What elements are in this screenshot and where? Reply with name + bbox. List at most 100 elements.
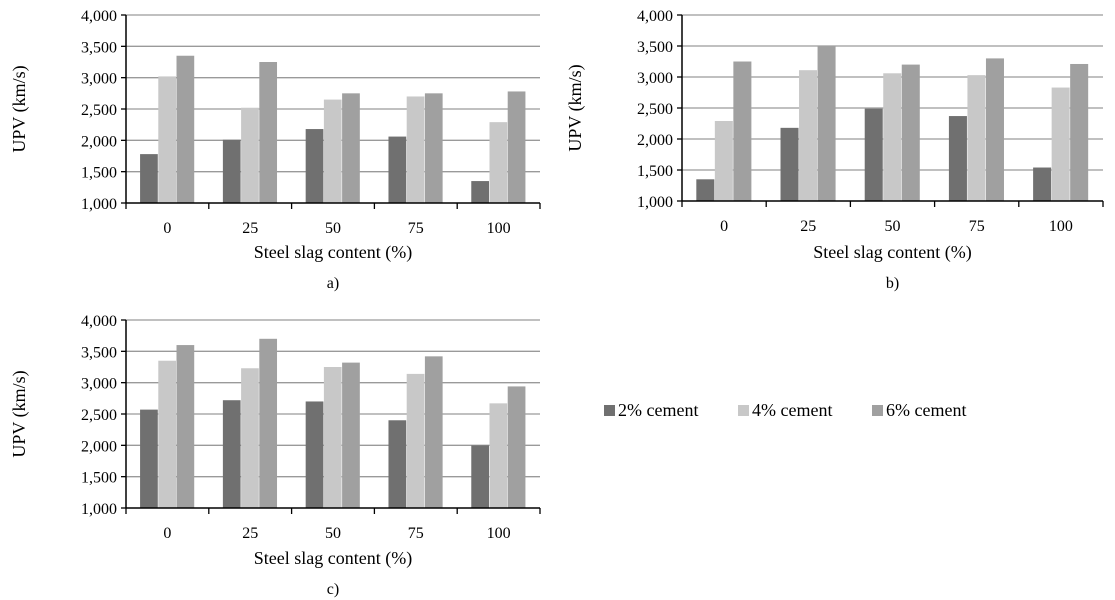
bar-2-cement-50 (305, 129, 324, 203)
y-tick-label: 3,000 (81, 71, 117, 88)
x-axis-title: Steel slag content (%) (813, 242, 971, 263)
bar-2-cement-100 (471, 445, 489, 508)
y-tick-label: 2,500 (81, 407, 117, 424)
bar-4-cement-25 (799, 70, 818, 202)
panel-label: b) (886, 275, 899, 292)
bar-2-cement-75 (948, 116, 967, 201)
y-tick-label: 1,500 (81, 165, 117, 182)
x-tick-label: 100 (487, 220, 511, 237)
bar-2-cement-0 (140, 409, 158, 508)
bar-4-cement-50 (883, 73, 902, 201)
y-tick-label: 1,000 (81, 501, 117, 518)
bar-6-cement-0 (176, 345, 195, 508)
x-tick-label: 50 (325, 220, 341, 237)
bar-4-cement-0 (714, 121, 733, 201)
y-axis-title: UPV (km/s) (565, 64, 586, 151)
bar-2-cement-25 (780, 127, 799, 201)
y-tick-label: 3,500 (81, 39, 117, 56)
legend-swatch (604, 405, 615, 416)
panel-label: a) (327, 275, 339, 292)
y-tick-label: 3,500 (81, 344, 117, 361)
bar-4-cement-0 (158, 360, 177, 508)
x-tick-label: 75 (408, 220, 424, 237)
y-tick-label: 2,000 (81, 438, 117, 455)
x-tick-label: 100 (1049, 218, 1073, 235)
chart-panel-c: 1,000 1,500 2,000 2,500 3,000 3,500 4,000 0 25 50… (9, 313, 541, 598)
bar-6-cement-0 (733, 61, 752, 201)
x-tick-label: 75 (408, 525, 424, 542)
bar-2-cement-25 (222, 139, 241, 203)
legend-swatch (872, 405, 883, 416)
x-axis-title: Steel slag content (%) (254, 548, 412, 569)
legend-item: 4% cement (738, 400, 832, 420)
x-tick-label: 75 (969, 218, 985, 235)
bar-4-cement-25 (241, 368, 259, 508)
bar-6-cement-0 (176, 55, 195, 203)
bar-6-cement-25 (259, 62, 278, 203)
y-tick-label: 1,000 (637, 194, 673, 211)
y-tick-label: 1,500 (637, 163, 673, 180)
chart-panel-a: 1,000 1,500 2,000 2,500 3,000 3,500 4,000 0 25 50… (9, 8, 541, 292)
legend-swatch (738, 405, 749, 416)
bar-4-cement-50 (323, 367, 342, 508)
y-tick-label: 4,000 (81, 313, 117, 330)
bar-6-cement-75 (985, 58, 1004, 202)
panel-label: c) (327, 581, 339, 598)
legend-label: 4% cement (752, 400, 832, 420)
bar-2-cement-0 (140, 154, 158, 203)
bar-4-cement-50 (323, 99, 342, 203)
bar-6-cement-50 (901, 64, 920, 201)
bar-6-cement-50 (342, 362, 360, 508)
y-tick-label: 3,000 (637, 70, 673, 87)
y-axis-title: UPV (km/s) (9, 370, 30, 457)
bar-6-cement-25 (817, 46, 836, 201)
legend: 2% cement 4% cement 6% cement (604, 400, 966, 420)
y-tick-label: 3,500 (637, 39, 673, 56)
bar-2-cement-100 (471, 181, 489, 203)
bar-4-cement-100 (489, 122, 508, 203)
bar-4-cement-0 (158, 76, 177, 203)
bar-6-cement-75 (424, 356, 443, 508)
y-tick-label: 2,500 (637, 101, 673, 118)
legend-label: 6% cement (886, 400, 966, 420)
x-tick-label: 25 (800, 218, 816, 235)
x-tick-label: 25 (242, 525, 258, 542)
bar-4-cement-75 (967, 75, 986, 201)
legend-item: 2% cement (604, 400, 698, 420)
y-tick-label: 4,000 (637, 8, 673, 25)
x-tick-label: 100 (487, 525, 511, 542)
x-tick-label: 25 (242, 220, 258, 237)
bar-2-cement-50 (864, 108, 883, 201)
bar-4-cement-75 (406, 373, 425, 508)
y-tick-label: 2,500 (81, 102, 117, 119)
bar-2-cement-0 (696, 179, 715, 201)
bar-4-cement-75 (406, 96, 425, 203)
x-tick-label: 0 (720, 218, 728, 235)
legend-label: 2% cement (618, 400, 698, 420)
bar-4-cement-100 (1051, 87, 1070, 201)
y-tick-label: 2,000 (637, 132, 673, 149)
bar-2-cement-75 (388, 420, 407, 508)
bar-2-cement-25 (222, 400, 241, 508)
bar-6-cement-75 (424, 93, 443, 203)
bar-6-cement-50 (342, 93, 360, 203)
legend-item: 6% cement (872, 400, 966, 420)
y-tick-label: 4,000 (81, 8, 117, 25)
y-tick-label: 3,000 (81, 376, 117, 393)
bar-6-cement-25 (259, 338, 278, 508)
y-tick-label: 2,000 (81, 133, 117, 150)
bar-6-cement-100 (1070, 63, 1089, 202)
y-tick-label: 1,500 (81, 470, 117, 487)
bar-2-cement-75 (388, 136, 407, 203)
x-tick-label: 50 (325, 525, 341, 542)
y-axis-title: UPV (km/s) (9, 65, 30, 152)
x-tick-label: 0 (163, 220, 171, 237)
y-tick-label: 1,000 (81, 196, 117, 213)
bar-6-cement-100 (507, 386, 526, 508)
x-axis-title: Steel slag content (%) (254, 242, 412, 263)
x-tick-label: 50 (885, 218, 901, 235)
bar-4-cement-25 (241, 107, 259, 203)
chart-panel-b: 1,000 1,500 2,000 2,500 3,000 3,500 4,000 0 25 50… (565, 8, 1104, 292)
x-tick-label: 0 (163, 525, 171, 542)
